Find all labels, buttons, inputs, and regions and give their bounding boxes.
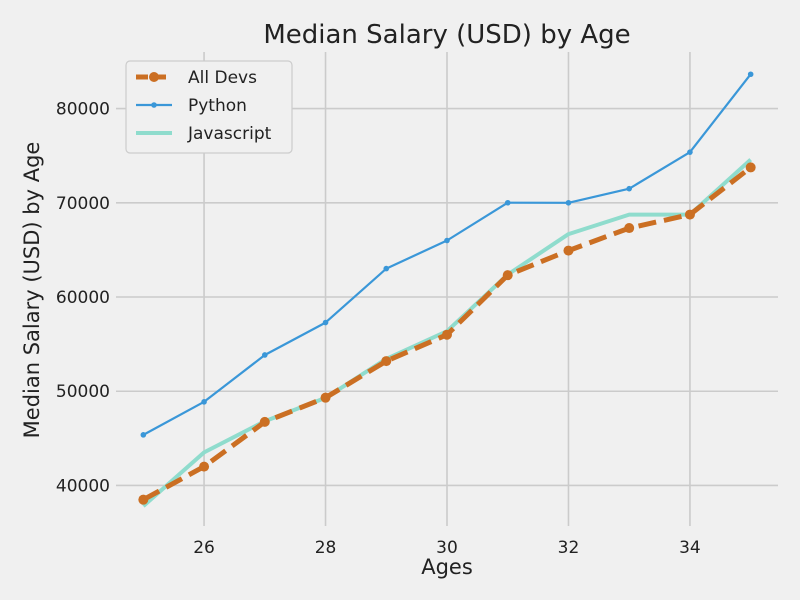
data-point-all-devs	[563, 245, 574, 256]
data-point-python	[383, 265, 390, 272]
data-point-all-devs	[684, 209, 695, 220]
data-point-all-devs	[381, 356, 392, 367]
tick-labels: 26 28 30 32 34 40000 50000 60000 70000 80000	[56, 100, 701, 558]
data-point-python	[565, 199, 572, 206]
data-point-python	[747, 71, 754, 78]
y-tick-label: 60000	[56, 288, 110, 308]
x-tick-label: 28	[315, 538, 337, 558]
chart-title: Median Salary (USD) by Age	[263, 20, 630, 50]
x-tick-label: 30	[436, 538, 458, 558]
data-point-all-devs	[442, 329, 452, 340]
data-point-python	[626, 185, 633, 192]
series-lines	[138, 71, 756, 508]
legend: All Devs Python Javascript	[125, 60, 293, 154]
data-point-python	[322, 319, 329, 326]
grid	[116, 52, 778, 526]
data-point-python	[261, 352, 268, 358]
data-point-all-devs	[502, 270, 513, 281]
y-axis-label: Median Salary (USD) by Age	[20, 142, 44, 439]
x-tick-label: 34	[679, 538, 701, 558]
legend-marker-all-devs	[149, 72, 159, 82]
data-point-python	[444, 237, 450, 244]
y-tick-label: 50000	[56, 382, 110, 402]
legend-box	[125, 60, 293, 154]
y-tick-label: 40000	[56, 476, 110, 496]
x-tick-label: 32	[558, 538, 580, 558]
data-point-all-devs	[138, 494, 149, 505]
legend-label-python: Python	[188, 96, 247, 116]
legend-marker-python	[151, 102, 157, 108]
x-tick-label: 26	[193, 538, 215, 558]
data-point-all-devs	[745, 162, 756, 173]
x-axis-label: Ages	[421, 555, 473, 579]
data-point-all-devs	[199, 461, 210, 472]
data-point-python	[201, 399, 207, 405]
y-tick-label: 70000	[56, 194, 110, 214]
data-point-all-devs	[624, 223, 635, 234]
data-point-all-devs	[320, 392, 331, 403]
data-point-all-devs	[259, 416, 270, 427]
data-point-python	[140, 432, 147, 438]
data-point-python	[504, 199, 511, 206]
data-point-python	[687, 149, 693, 155]
y-tick-label: 80000	[56, 100, 110, 120]
legend-label-all-devs: All Devs	[188, 68, 257, 88]
legend-label-javascript: Javascript	[187, 124, 272, 144]
